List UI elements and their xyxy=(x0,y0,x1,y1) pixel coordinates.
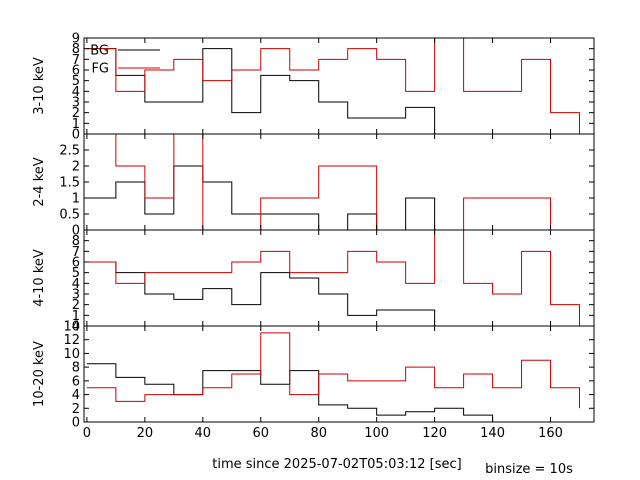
y-tick-label: 14 xyxy=(63,320,80,335)
y-tick-label: 4 xyxy=(72,277,80,292)
legend-label-bg: BG xyxy=(90,44,109,59)
y-tick-label: 2.5 xyxy=(59,144,80,159)
y-tick-label: 8 xyxy=(72,361,80,376)
x-tick-label: 160 xyxy=(538,426,563,441)
x-tick-label: 0 xyxy=(83,426,91,441)
panel-2: 00.511.522.5 2-4 keV xyxy=(32,133,595,239)
series-line-bg xyxy=(86,261,436,326)
panel-frame xyxy=(83,133,595,231)
y-axis-label: 4-10 keV xyxy=(32,249,47,307)
panel-frame xyxy=(83,229,595,327)
series-line-fg xyxy=(86,230,581,326)
y-tick-label: 2 xyxy=(72,160,80,175)
y-tick-label: 10 xyxy=(63,347,80,362)
x-tick-label: 60 xyxy=(252,426,269,441)
y-tick-label: 1 xyxy=(72,117,80,132)
legend-label-fg: FG xyxy=(91,62,109,77)
y-tick-label: 3 xyxy=(72,96,80,111)
y-tick-label: 4 xyxy=(72,85,80,100)
y-tick-label: 12 xyxy=(63,333,80,348)
y-tick-label: 0 xyxy=(72,224,80,239)
y-axis-label: 2-4 keV xyxy=(32,157,47,206)
y-tick-label: 6 xyxy=(72,256,80,271)
y-axis-label: 3-10 keV xyxy=(32,57,47,115)
series-line-fg xyxy=(86,332,581,409)
y-tick-label: 2 xyxy=(72,298,80,313)
x-axis-label: time since 2025-07-02T05:03:12 [sec] xyxy=(212,457,461,472)
y-tick-label: 8 xyxy=(72,234,80,249)
y-tick-label: 0 xyxy=(72,416,80,431)
y-tick-label: 7 xyxy=(72,245,80,260)
y-tick-label: 2 xyxy=(72,402,80,417)
y-tick-label: 6 xyxy=(72,64,80,79)
legend: BG FG xyxy=(90,44,160,77)
x-tick-label: 140 xyxy=(480,426,505,441)
y-tick-label: 1.5 xyxy=(59,176,80,191)
y-tick-label: 0.5 xyxy=(59,208,80,223)
y-tick-label: 2 xyxy=(72,106,80,121)
y-tick-label: 5 xyxy=(72,74,80,89)
series-line-fg xyxy=(86,38,581,134)
panel-frame xyxy=(83,37,595,135)
y-tick-label: 3 xyxy=(72,288,80,303)
y-tick-label: 7 xyxy=(72,53,80,68)
y-tick-label: 6 xyxy=(72,374,80,389)
y-axis-label: 10-20 keV xyxy=(32,341,47,407)
y-tick-label: 1 xyxy=(72,309,80,324)
x-tick-label: 100 xyxy=(364,426,389,441)
y-tick-label: 0 xyxy=(72,128,80,143)
x-tick-label: 20 xyxy=(137,426,154,441)
x-tick-label: 120 xyxy=(422,426,447,441)
y-tick-label: 1 xyxy=(72,192,80,207)
panel-frame xyxy=(83,325,595,423)
series-line-bg xyxy=(86,363,494,422)
y-tick-label: 9 xyxy=(72,32,80,47)
series-line-fg xyxy=(115,134,552,230)
series-line-bg xyxy=(86,48,436,134)
y-tick-label: 8 xyxy=(72,42,80,57)
binsize-annotation: binsize = 10s xyxy=(485,462,573,477)
x-tick-label: 80 xyxy=(310,426,327,441)
y-tick-label: 0 xyxy=(72,320,80,335)
y-tick-label: 4 xyxy=(72,388,80,403)
x-tick-label: 40 xyxy=(195,426,212,441)
y-tick-label: 5 xyxy=(72,266,80,281)
